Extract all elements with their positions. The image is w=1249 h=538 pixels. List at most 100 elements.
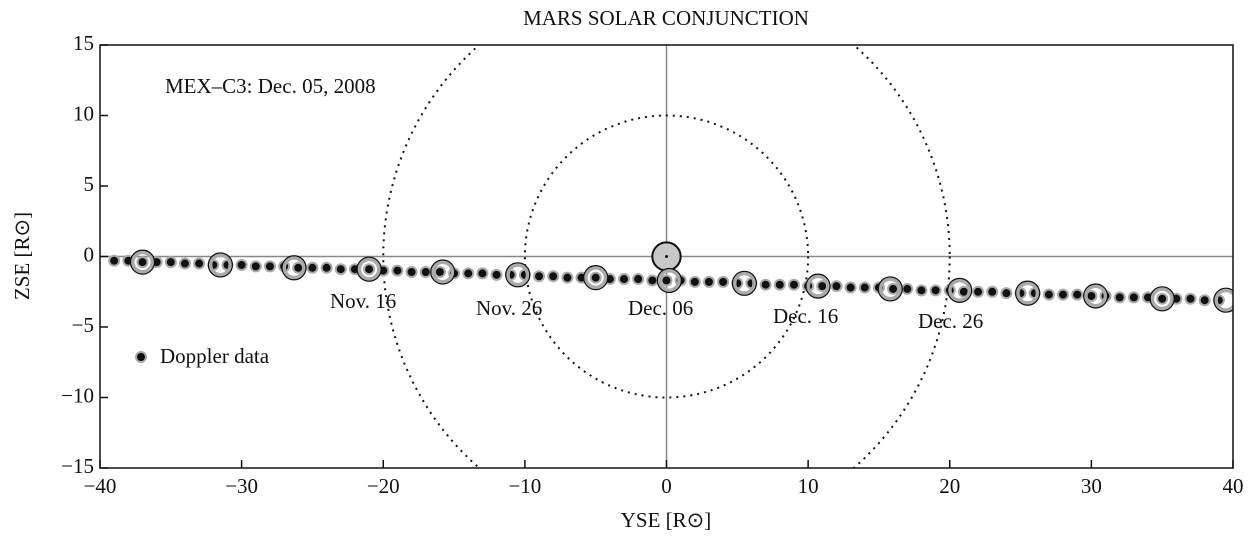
highlight-ring bbox=[1213, 288, 1233, 313]
data-point bbox=[419, 266, 432, 279]
y-axis-label: ZSE [R⊙] bbox=[10, 212, 34, 300]
data-point bbox=[972, 285, 985, 298]
highlight-ring bbox=[430, 260, 455, 285]
data-point bbox=[589, 271, 602, 284]
highlight-ring bbox=[1150, 286, 1175, 311]
x-tick-label: −30 bbox=[225, 474, 258, 498]
y-tick-label: 0 bbox=[84, 242, 95, 266]
highlight-ring bbox=[208, 252, 233, 277]
data-point bbox=[164, 256, 177, 269]
highlight-ring-outline bbox=[947, 277, 973, 303]
y-tick-label: −15 bbox=[61, 454, 94, 478]
data-point bbox=[759, 278, 772, 291]
highlight-ring bbox=[505, 262, 530, 287]
data-point bbox=[773, 278, 786, 291]
data-point bbox=[632, 273, 645, 286]
data-point bbox=[193, 257, 206, 270]
x-tick-label: −40 bbox=[84, 474, 117, 498]
data-point bbox=[533, 270, 546, 283]
data-point bbox=[986, 285, 999, 298]
data-point bbox=[178, 257, 191, 270]
highlight-ring-outline bbox=[129, 249, 156, 275]
y-tick-label: 5 bbox=[84, 172, 95, 196]
y-tick-label: 10 bbox=[73, 101, 94, 125]
data-point bbox=[391, 264, 404, 277]
x-tick-label: 40 bbox=[1223, 474, 1244, 498]
distance-circle bbox=[382, 45, 951, 468]
plot-area bbox=[100, 45, 1233, 468]
data-point bbox=[320, 261, 333, 274]
highlight-ring bbox=[357, 257, 382, 282]
data-point bbox=[433, 266, 446, 279]
data-point bbox=[1057, 288, 1070, 301]
highlight-ring-outline bbox=[281, 255, 307, 281]
data-point bbox=[136, 256, 149, 269]
data-point bbox=[462, 267, 475, 280]
data-point bbox=[235, 258, 248, 271]
data-point bbox=[787, 278, 800, 291]
highlight-ring-outline bbox=[1083, 283, 1109, 309]
y-tick-label: −10 bbox=[61, 383, 94, 407]
data-point bbox=[929, 284, 942, 297]
y-tick-label: −5 bbox=[72, 313, 94, 337]
y-tick-label: 15 bbox=[73, 31, 94, 55]
highlight-ring-outline bbox=[1149, 286, 1175, 312]
data-point bbox=[1156, 292, 1169, 305]
data-point bbox=[858, 281, 871, 294]
distance-circle bbox=[523, 114, 810, 399]
highlight-ring-outline bbox=[877, 276, 903, 302]
data-point bbox=[306, 261, 319, 274]
annotation: MEX–C3: Dec. 05, 2008 bbox=[165, 74, 376, 98]
x-tick-label: −10 bbox=[508, 474, 541, 498]
annotation: Dec. 26 bbox=[918, 309, 983, 333]
data-point bbox=[830, 280, 843, 293]
x-tick-label: 0 bbox=[661, 474, 672, 498]
data-point bbox=[646, 274, 659, 287]
data-point bbox=[618, 273, 631, 286]
highlight-ring-outline bbox=[1015, 280, 1041, 306]
data-point bbox=[490, 268, 503, 281]
data-point bbox=[249, 260, 262, 273]
data-point bbox=[1184, 292, 1197, 305]
highlight-ring bbox=[657, 268, 682, 293]
data-point bbox=[547, 270, 560, 283]
x-tick-label: −20 bbox=[367, 474, 400, 498]
data-point bbox=[363, 263, 376, 276]
highlight-ring-outline bbox=[731, 270, 757, 296]
data-point bbox=[1071, 288, 1084, 301]
annotation: Nov. 16 bbox=[330, 289, 396, 313]
data-point bbox=[887, 282, 900, 295]
data-point bbox=[1127, 291, 1140, 304]
highlight-ring-outline bbox=[1213, 287, 1233, 313]
chart-title: MARS SOLAR CONJUNCTION bbox=[523, 6, 809, 30]
highlight-ring bbox=[282, 255, 307, 280]
sun-center bbox=[665, 255, 668, 258]
data-point bbox=[688, 275, 701, 288]
data-point bbox=[1113, 291, 1126, 304]
highlight-ring-outline bbox=[583, 265, 609, 291]
highlight-ring bbox=[1083, 283, 1108, 308]
highlight-ring bbox=[806, 274, 831, 299]
data-point bbox=[1000, 287, 1013, 300]
highlight-ring-outline bbox=[207, 252, 233, 278]
data-point bbox=[108, 254, 121, 267]
data-point bbox=[561, 271, 574, 284]
highlight-ring bbox=[878, 276, 903, 301]
legend-label: Doppler data bbox=[160, 344, 270, 368]
highlight-ring bbox=[1015, 281, 1040, 306]
highlight-ring bbox=[732, 271, 757, 296]
data-point bbox=[1198, 294, 1211, 307]
data-point bbox=[1042, 288, 1055, 301]
data-point bbox=[476, 267, 489, 280]
data-point bbox=[263, 260, 276, 273]
x-axis-label: YSE [R⊙] bbox=[621, 508, 712, 532]
data-point bbox=[660, 274, 673, 287]
highlight-ring-outline bbox=[356, 256, 382, 282]
highlight-ring bbox=[947, 278, 972, 303]
data-point bbox=[844, 281, 857, 294]
x-tick-label: 20 bbox=[939, 474, 960, 498]
data-point bbox=[702, 275, 715, 288]
highlight-ring bbox=[583, 265, 608, 290]
legend-marker bbox=[135, 351, 147, 363]
